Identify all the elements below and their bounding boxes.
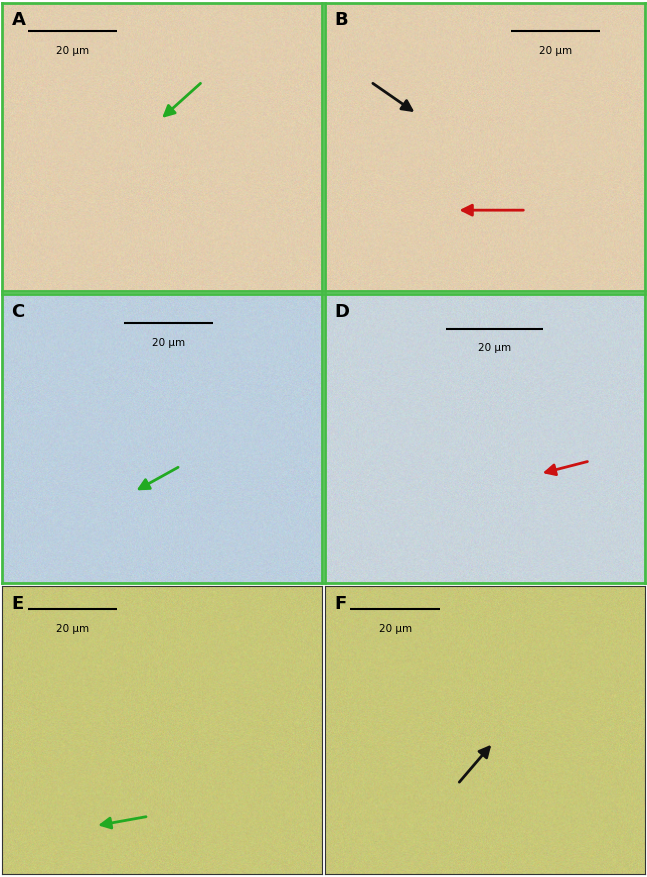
Text: 20 μm: 20 μm bbox=[152, 338, 185, 347]
Text: 20 μm: 20 μm bbox=[539, 46, 572, 56]
Text: B: B bbox=[334, 11, 348, 29]
Text: F: F bbox=[334, 595, 347, 613]
Text: C: C bbox=[12, 303, 25, 321]
Text: 20 μm: 20 μm bbox=[56, 46, 89, 56]
Text: 20 μm: 20 μm bbox=[378, 624, 411, 633]
Text: 20 μm: 20 μm bbox=[478, 344, 511, 353]
Text: 20 μm: 20 μm bbox=[56, 624, 89, 633]
Text: E: E bbox=[12, 595, 24, 613]
Text: D: D bbox=[334, 303, 349, 321]
Text: A: A bbox=[12, 11, 25, 29]
